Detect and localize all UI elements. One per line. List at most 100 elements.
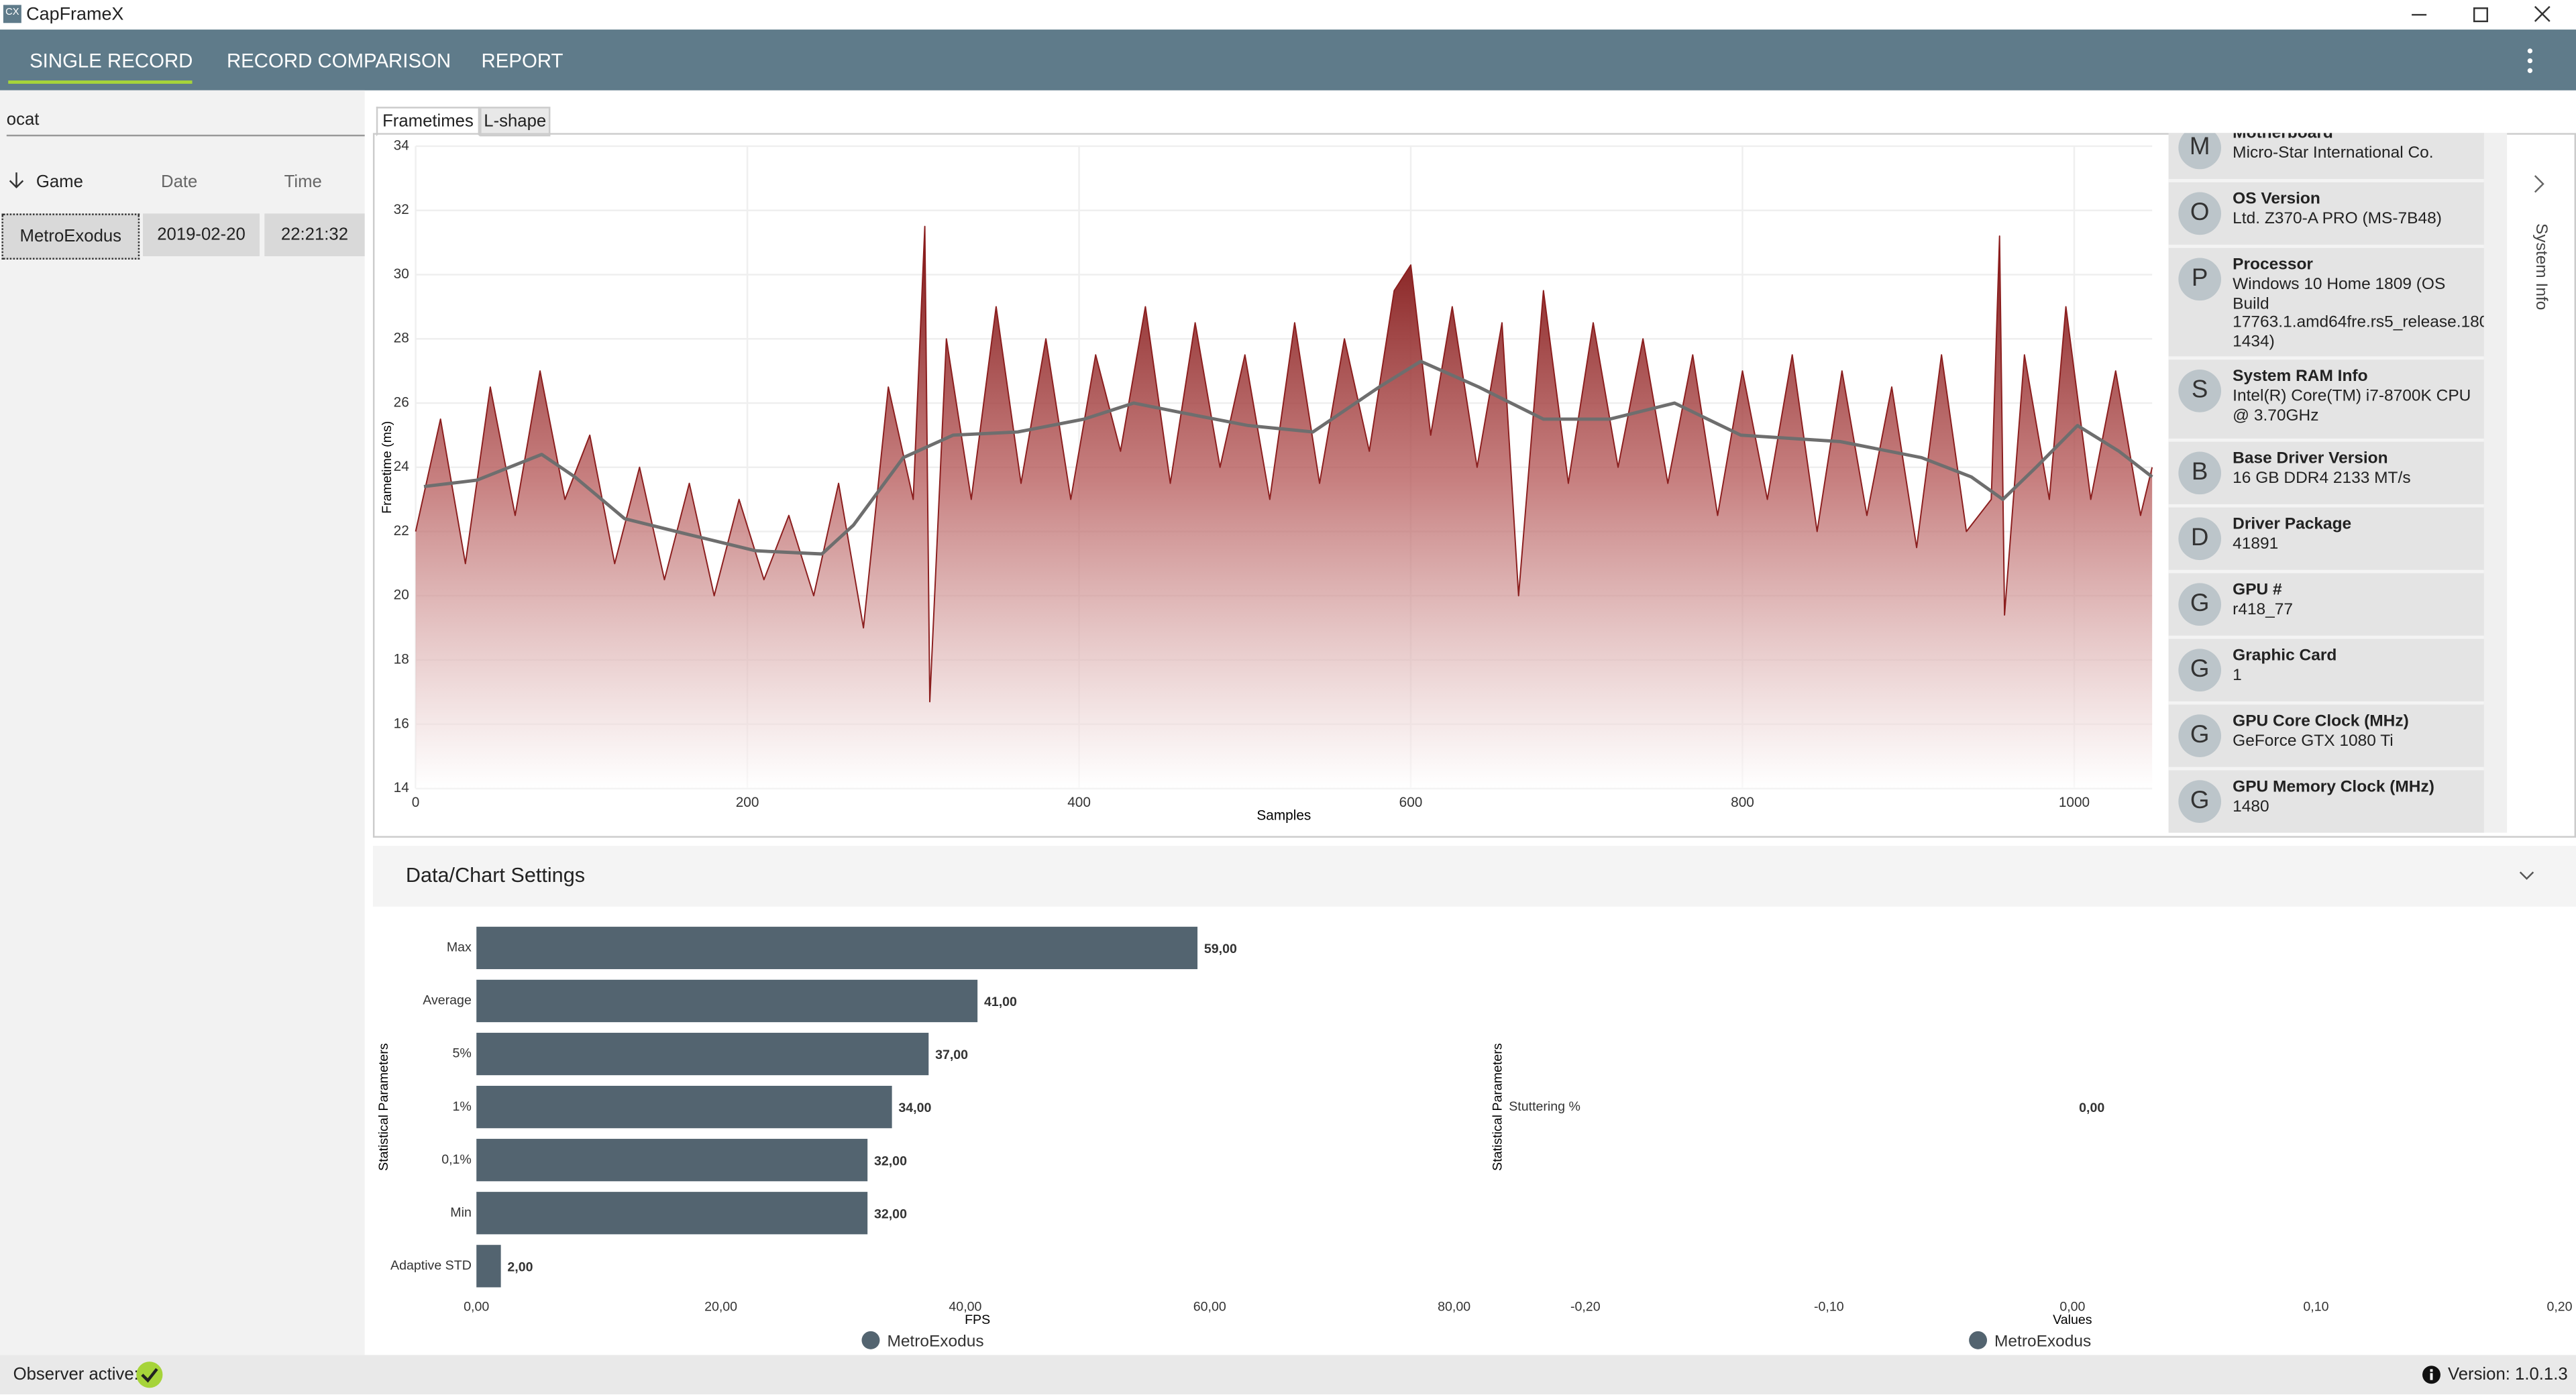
bar: [476, 1139, 868, 1182]
category-label: Adaptive STD: [390, 1258, 472, 1273]
active-tab-indicator: [8, 80, 193, 84]
system-info-list: M Motherboard Micro-Star International Co.…: [2168, 133, 2484, 833]
system-info-item: G GPU Core Clock (MHz) GeForce GTX 1080 Ti: [2168, 704, 2484, 771]
item-icon: G: [2178, 583, 2222, 626]
record-list: ocat Game Date Time MetroExodus 2019-02-…: [0, 90, 365, 1355]
category-label: 0,1%: [441, 1152, 472, 1167]
chart-tab[interactable]: Frametimes: [376, 107, 480, 137]
y-tick-label: 34: [394, 137, 409, 153]
collapse-chevron[interactable]: [2517, 866, 2536, 885]
title-bar: CX CapFrameX: [0, 0, 2576, 30]
category-label: Max: [447, 940, 472, 955]
bar: [476, 1032, 929, 1076]
item-icon: G: [2178, 649, 2222, 692]
x-tick-label: 20,00: [704, 1300, 737, 1315]
system-info-item: M Motherboard Micro-Star International Co.: [2168, 133, 2484, 182]
column-header[interactable]: Time: [284, 172, 322, 192]
table-cell[interactable]: 22:21:32: [264, 213, 365, 257]
item-title: Base Driver Version: [2233, 450, 2388, 468]
value-label: 2,00: [507, 1260, 533, 1274]
table-cell[interactable]: 2019-02-20: [143, 213, 260, 257]
x-tick-label: 1000: [2059, 795, 2090, 810]
sort-icon[interactable]: [7, 171, 26, 190]
item-title: Driver Package: [2233, 515, 2352, 534]
y-tick-label: 26: [394, 394, 409, 410]
window-controls: [2412, 5, 2551, 23]
y-axis-label: Statistical Parameters: [1491, 1043, 1505, 1171]
x-tick-label: 40,00: [949, 1300, 981, 1315]
x-axis-label: Samples: [1256, 808, 1311, 824]
item-icon: P: [2178, 258, 2222, 301]
value-label: 59,00: [1204, 942, 1237, 956]
item-icon: D: [2178, 517, 2222, 561]
system-info-item: G GPU # r418_77: [2168, 573, 2484, 639]
nav-tab[interactable]: SINGLE RECORD: [30, 49, 193, 72]
system-info-item: G GPU Memory Clock (MHz) 1480: [2168, 770, 2484, 833]
x-tick-label: 800: [1731, 795, 1754, 810]
item-icon: S: [2178, 370, 2222, 412]
restore-button[interactable]: [2473, 7, 2488, 23]
y-tick-label: 24: [394, 459, 409, 474]
bar: [476, 926, 1198, 970]
y-tick-label: 16: [394, 716, 409, 731]
item-icon: M: [2178, 133, 2222, 170]
app-title: CapFrameX: [26, 5, 124, 25]
x-tick-label: -0,20: [1570, 1300, 1601, 1315]
y-axis-label: Frametime (ms): [380, 421, 394, 514]
category-label: Min: [450, 1205, 472, 1220]
item-value: Windows 10 Home 1809 (OS Build 17763.1.a…: [2233, 276, 2484, 351]
system-info-item: P Processor Windows 10 Home 1809 (OS Build…: [2168, 247, 2484, 360]
y-tick-label: 32: [394, 202, 409, 217]
item-title: GPU Memory Clock (MHz): [2233, 778, 2434, 797]
settings-bar[interactable]: Data/Chart Settings: [372, 846, 2576, 907]
value-label: 0,00: [2079, 1101, 2104, 1115]
category-label: 1%: [453, 1099, 472, 1114]
x-axis-label: FPS: [965, 1313, 990, 1327]
x-tick-label: 0,20: [2546, 1300, 2572, 1315]
info-icon[interactable]: [2422, 1365, 2441, 1384]
item-value: Ltd. Z370-A PRO (MS-7B48): [2233, 210, 2442, 229]
bar: [476, 1192, 868, 1235]
observer-icon: [136, 1361, 163, 1388]
scrollbar[interactable]: [2483, 133, 2508, 833]
y-tick-label: 18: [394, 652, 409, 667]
expand-chevron[interactable]: [2528, 172, 2551, 195]
table-cell[interactable]: MetroExodus: [1, 213, 140, 260]
item-title: GPU Core Clock (MHz): [2233, 712, 2409, 731]
y-tick-label: 28: [394, 331, 409, 346]
system-info-item: S System RAM Info Intel(R) Core(TM) i7-870…: [2168, 359, 2484, 442]
item-title: Graphic Card: [2233, 647, 2337, 665]
item-icon: G: [2178, 780, 2222, 823]
item-title: OS Version: [2233, 190, 2320, 209]
column-header[interactable]: Game: [36, 172, 83, 192]
item-value: Micro-Star International Co.: [2233, 144, 2434, 163]
x-tick-label: 80,00: [1438, 1300, 1470, 1315]
item-value: 41891: [2233, 535, 2279, 554]
system-info-panel: M Motherboard Micro-Star International Co.…: [2168, 133, 2484, 833]
nav-tab[interactable]: REPORT: [481, 49, 564, 72]
y-tick-label: 22: [394, 523, 409, 539]
x-tick-label: 400: [1067, 795, 1091, 810]
nav-tab[interactable]: RECORD COMPARISON: [226, 49, 451, 72]
menu-button[interactable]: [2520, 46, 2540, 76]
item-icon: O: [2178, 192, 2222, 235]
x-tick-label: 0: [412, 795, 420, 810]
moving-average-line: [423, 359, 2153, 556]
item-value: Intel(R) Core(TM) i7-8700K CPU @ 3.70GHz: [2233, 387, 2471, 425]
item-icon: G: [2178, 714, 2222, 757]
item-title: System RAM Info: [2233, 368, 2368, 386]
chart-panel: [372, 133, 2576, 838]
column-header[interactable]: Date: [161, 172, 198, 192]
category-label: Average: [423, 993, 472, 1008]
item-icon: B: [2178, 451, 2222, 495]
status-bar: Observer active: Version: 1.0.1.3: [0, 1355, 2576, 1395]
x-tick-label: 0,00: [464, 1300, 489, 1315]
y-axis-label: Statistical Parameters: [376, 1043, 391, 1171]
chart-tab[interactable]: L-shape: [480, 107, 551, 137]
close-button[interactable]: [2534, 5, 2551, 22]
y-tick-label: 30: [394, 266, 409, 282]
nav-bar: SINGLE RECORD RECORD COMPARISON REPORT: [0, 30, 2576, 91]
search-box[interactable]: ocat: [6, 110, 365, 137]
item-title: Processor: [2233, 256, 2313, 274]
